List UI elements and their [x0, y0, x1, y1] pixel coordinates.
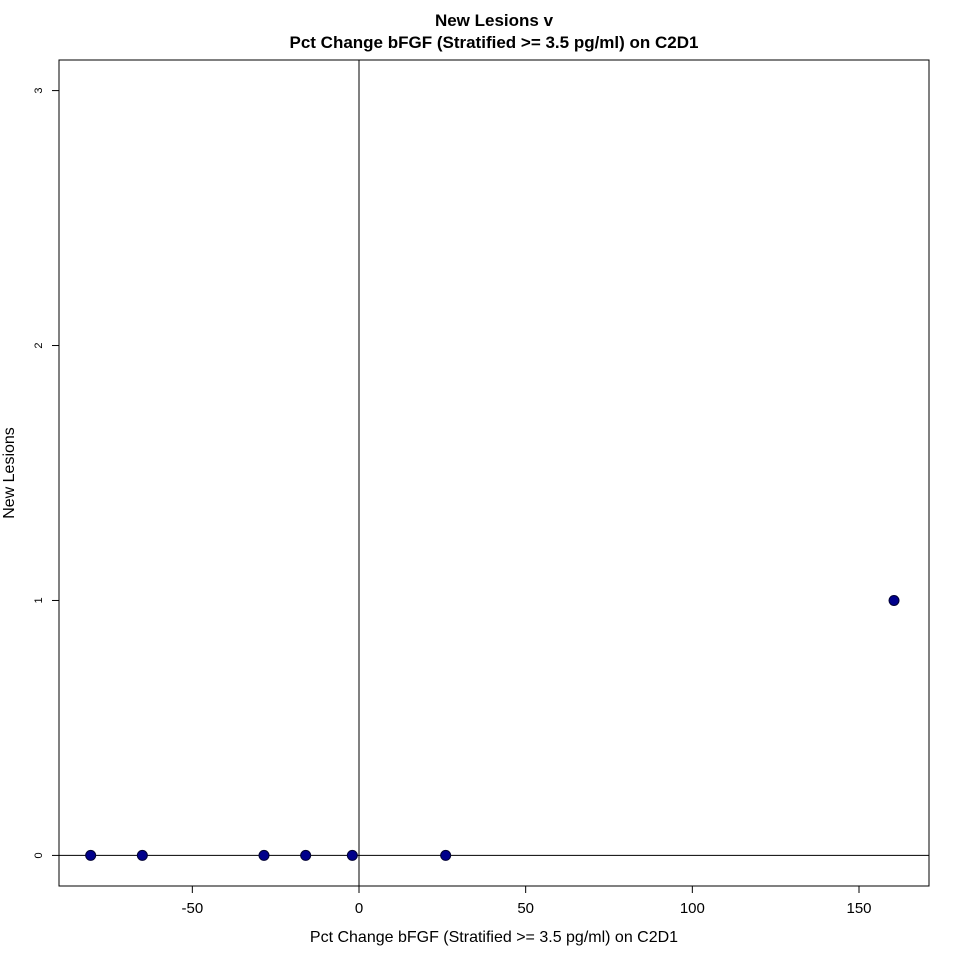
data-point — [258, 849, 270, 861]
data-point — [888, 594, 900, 606]
data-point — [440, 849, 452, 861]
data-point — [85, 849, 97, 861]
x-tick-label: 50 — [517, 900, 534, 917]
data-point — [136, 849, 148, 861]
y-tick-label: 0 — [33, 852, 45, 858]
y-tick-label: 3 — [33, 88, 45, 94]
y-axis-label: New Lesions — [1, 427, 18, 519]
x-tick-label: -50 — [181, 900, 203, 917]
data-point — [346, 849, 358, 861]
x-axis-label: Pct Change bFGF (Stratified >= 3.5 pg/ml… — [310, 929, 678, 946]
x-tick-label: 100 — [680, 900, 705, 917]
x-tick-label: 0 — [355, 900, 363, 917]
y-axis: 0 1 2 3 — [33, 88, 59, 858]
plot-area-frame — [58, 59, 930, 887]
chart-title-line1: New Lesions v — [435, 11, 554, 30]
x-tick-label: 150 — [846, 900, 871, 917]
y-tick-label: 2 — [33, 342, 45, 348]
data-point — [300, 849, 312, 861]
y-tick-label: 1 — [33, 597, 45, 603]
x-axis: -50 0 50 100 150 — [181, 886, 872, 917]
chart-title-line2: Pct Change bFGF (Stratified >= 3.5 pg/ml… — [289, 33, 698, 52]
reference-lines — [59, 60, 929, 886]
data-points — [85, 594, 900, 861]
